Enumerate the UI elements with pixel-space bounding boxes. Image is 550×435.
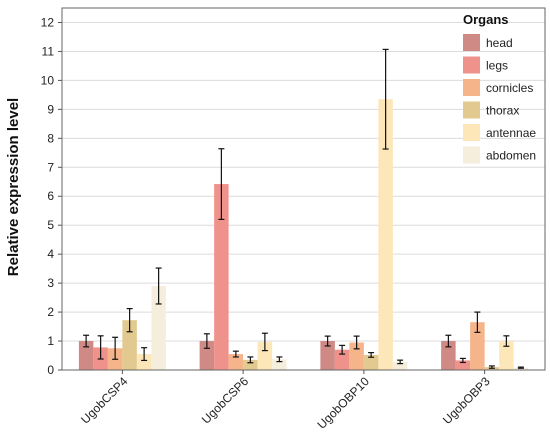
bar-cornicles	[349, 342, 364, 370]
bar-head	[320, 341, 335, 370]
bar-thorax	[243, 359, 258, 370]
y-tick-label: 12	[41, 15, 55, 29]
y-tick-label: 10	[41, 73, 55, 87]
y-tick-label: 6	[47, 189, 54, 203]
bar-cornicles	[228, 354, 244, 370]
bar-head	[441, 341, 456, 370]
bar-legs	[455, 360, 471, 370]
y-tick-label: 4	[47, 247, 54, 261]
bar-head	[199, 341, 215, 370]
bar-abdomen	[151, 286, 166, 370]
y-tick-label: 9	[47, 102, 54, 116]
y-tick-label: 3	[47, 276, 54, 290]
legend-label-abdomen: abdomen	[486, 149, 536, 163]
error-bars	[83, 48, 524, 369]
bar-cornicles	[470, 322, 485, 370]
y-tick-label: 5	[47, 218, 54, 232]
bar-antennae	[136, 354, 152, 370]
legend: Organs head legs cornicles thorax antennae ab…	[463, 12, 536, 164]
bar-antennae	[499, 341, 514, 370]
bar-antennae	[257, 341, 273, 370]
y-axis-title: Relative expression level	[5, 98, 22, 276]
legend-label-cornicles: cornicles	[486, 81, 533, 95]
legend-title: Organs	[463, 12, 509, 27]
legend-label-antennae: antennae	[486, 126, 536, 140]
bar-thorax	[122, 320, 137, 370]
legend-swatch-head	[463, 34, 480, 51]
legend-label-head: head	[486, 36, 513, 50]
plot-frame	[61, 7, 546, 371]
legend-label-legs: legs	[486, 59, 508, 73]
legend-swatch-legs	[463, 56, 480, 74]
bar-legs	[214, 184, 229, 370]
y-tick-label: 0	[47, 363, 54, 377]
bar-antennae	[378, 99, 393, 370]
y-tick-label: 11	[42, 44, 55, 58]
legend-swatch-thorax	[463, 101, 480, 119]
bar-abdomen	[272, 359, 287, 370]
y-tick-label: 8	[47, 131, 54, 145]
bar-thorax	[363, 354, 379, 370]
y-tick-label: 7	[47, 160, 54, 174]
legend-label-thorax: thorax	[486, 104, 519, 118]
legend-swatch-antennae	[463, 124, 480, 141]
bar-abdomen	[392, 361, 408, 370]
y-tick-label: 2	[47, 305, 54, 319]
y-tick-label: 1	[47, 334, 54, 348]
legend-swatch-cornicles	[463, 79, 480, 96]
bar-head	[78, 341, 94, 370]
bar-legs	[334, 349, 350, 370]
legend-swatch-abdomen	[463, 146, 480, 164]
